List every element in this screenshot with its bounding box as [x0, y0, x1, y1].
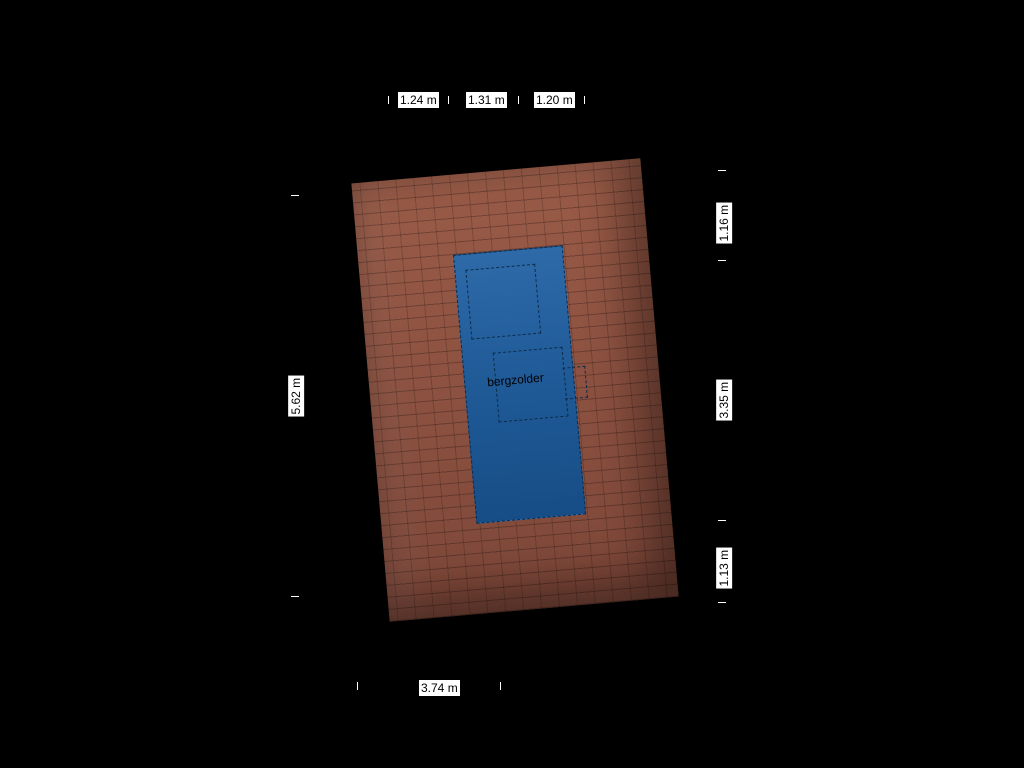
dim-tick [518, 96, 519, 104]
dim-tick [718, 602, 726, 603]
dim-tick [291, 195, 299, 196]
dim-left-0: 5.62 m [288, 376, 304, 417]
roof-region: bergzolder [351, 158, 678, 622]
stair-outline-a [465, 264, 541, 340]
dim-top-0: 1.24 m [398, 92, 439, 108]
dim-tick [500, 682, 501, 690]
dim-right-2: 1.13 m [716, 548, 732, 589]
dim-tick [718, 520, 726, 521]
dim-tick [291, 596, 299, 597]
dim-right-0: 1.16 m [716, 203, 732, 244]
dim-right-1: 3.35 m [716, 380, 732, 421]
dim-tick [357, 682, 358, 690]
dim-bottom-0: 3.74 m [419, 680, 460, 696]
dim-tick [718, 260, 726, 261]
dim-tick [448, 96, 449, 104]
dim-tick [718, 170, 726, 171]
dim-top-2: 1.20 m [534, 92, 575, 108]
dim-tick [388, 96, 389, 104]
dim-top-1: 1.31 m [466, 92, 507, 108]
floorplan-canvas: bergzolder 1.24 m 1.31 m 1.20 m 5.62 m 1… [0, 0, 1024, 768]
dim-tick [584, 96, 585, 104]
